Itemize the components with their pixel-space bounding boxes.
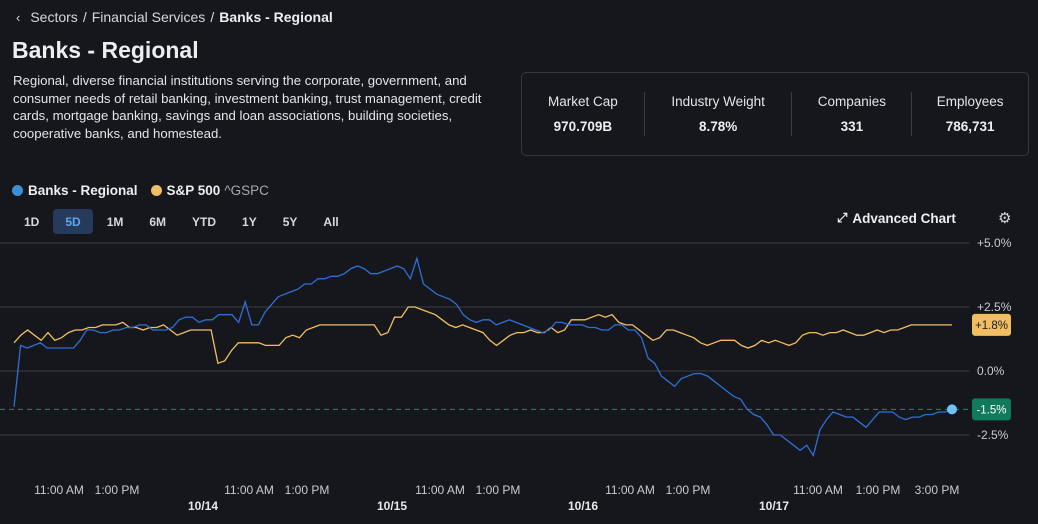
legend-label: Banks - Regional — [28, 183, 138, 198]
stat-value: 970.709B — [553, 119, 613, 134]
stats-panel: Market Cap 970.709B Industry Weight 8.78… — [521, 72, 1029, 156]
x-date-label: 10/15 — [377, 499, 407, 513]
gear-icon[interactable]: ⚙ — [998, 210, 1012, 227]
y-tick-label: +5.0% — [977, 236, 1012, 250]
breadcrumb-sectors[interactable]: Sectors — [30, 9, 78, 25]
x-time-label: 11:00 AM — [793, 483, 843, 497]
x-time-label: 1:00 PM — [666, 483, 711, 497]
breadcrumb-separator: / — [82, 9, 87, 25]
breadcrumb-separator: / — [210, 9, 215, 25]
legend-item-banks-regional[interactable]: Banks - Regional — [12, 183, 138, 198]
divider — [791, 92, 793, 136]
page-title: Banks - Regional — [12, 37, 199, 63]
legend-label: S&P 500 — [166, 183, 221, 198]
x-date-label: 10/17 — [759, 499, 789, 513]
x-time-label: 11:00 AM — [415, 483, 465, 497]
x-time-label: 11:00 AM — [34, 483, 84, 497]
badge-background — [972, 398, 1011, 421]
x-time-label: 1:00 PM — [285, 483, 330, 497]
chevron-left-icon[interactable]: ‹ — [16, 9, 21, 25]
advanced-chart-label: Advanced Chart — [852, 210, 956, 226]
divider — [643, 92, 645, 136]
last-point-marker — [947, 404, 957, 415]
legend-dot-icon — [12, 185, 23, 196]
breadcrumb-financial-services[interactable]: Financial Services — [91, 9, 206, 25]
range-all[interactable]: All — [323, 214, 339, 229]
range-ytd[interactable]: YTD — [192, 214, 217, 229]
stat-employees: Employees 786,731 — [912, 92, 1028, 136]
x-time-label: 3:00 PM — [915, 483, 960, 497]
expand-icon: ⤢ — [837, 210, 848, 225]
badge-background — [972, 313, 1011, 336]
stat-label: Companies — [817, 94, 886, 109]
y-tick-label: +2.5% — [977, 300, 1012, 314]
range-5d[interactable]: 5D — [53, 209, 93, 234]
legend-dot-icon — [150, 185, 162, 196]
stat-label: Industry Weight — [671, 94, 765, 109]
range-1m[interactable]: 1M — [106, 214, 124, 229]
divider — [911, 92, 913, 136]
x-time-label: 1:00 PM — [95, 483, 140, 497]
badge-banks-regional: -1.5% — [972, 398, 1011, 421]
badge-label: +1.8% — [975, 320, 1008, 332]
legend-item-sp500[interactable]: S&P 500 ^GSPC — [150, 183, 269, 198]
stat-companies: Companies 331 — [792, 92, 911, 136]
time-range-selector: 1D 5D 1M 6M YTD 1Y 5Y All — [12, 209, 353, 234]
x-date-label: 10/16 — [568, 499, 598, 513]
y-tick-label: -2.5% — [977, 428, 1009, 442]
stat-value: 331 — [840, 119, 864, 134]
x-time-label: 1:00 PM — [476, 483, 521, 497]
y-tick-label: 0.0% — [977, 364, 1005, 378]
breadcrumb-current: Banks - Regional — [219, 9, 333, 25]
chart-legend: Banks - Regional S&P 500 ^GSPC — [12, 183, 282, 198]
industry-description: Regional, diverse financial institutions… — [13, 73, 482, 141]
x-time-label: 1:00 PM — [856, 483, 901, 497]
stat-industry-weight: Industry Weight 8.78% — [645, 92, 792, 136]
stat-value: 8.78% — [698, 119, 738, 134]
series-line-sp500 — [13, 306, 952, 365]
x-date-label: 10/14 — [188, 499, 218, 513]
range-1y[interactable]: 1Y — [242, 214, 257, 229]
legend-ticker: ^GSPC — [224, 183, 269, 198]
stat-market-cap: Market Cap 970.709B — [522, 92, 644, 136]
series-line-banks-regional — [13, 256, 953, 458]
advanced-chart-button[interactable]: ⤢ Advanced Chart — [837, 210, 956, 226]
range-6m[interactable]: 6M — [149, 214, 167, 229]
badge-sp500: +1.8% — [972, 313, 1011, 336]
x-time-label: 11:00 AM — [224, 483, 274, 497]
range-5y[interactable]: 5Y — [282, 214, 298, 229]
badge-label: -1.5% — [976, 404, 1006, 416]
range-1d[interactable]: 1D — [24, 214, 40, 229]
stat-label: Market Cap — [547, 94, 618, 109]
stat-label: Employees — [936, 94, 1004, 109]
breadcrumb: ‹ Sectors / Financial Services / Banks -… — [16, 9, 333, 25]
price-chart[interactable]: +5.0% +2.5% 0.0% -2.5% +1.8% -1.5% 11:00 AM 1… — [0, 230, 1038, 524]
x-time-label: 11:00 AM — [605, 483, 655, 497]
stat-value: 786,731 — [945, 119, 995, 134]
